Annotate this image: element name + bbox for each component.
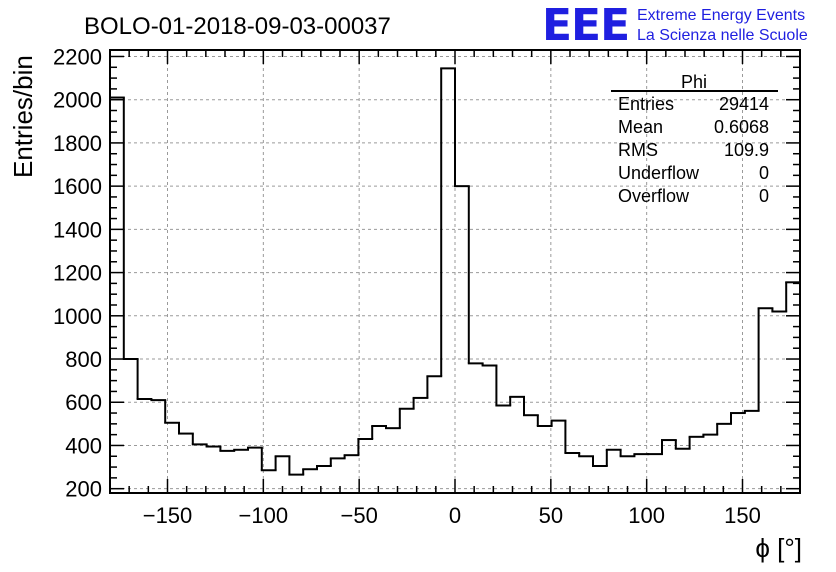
stats-label: Mean — [618, 117, 663, 137]
x-tick-label: −150 — [143, 503, 193, 528]
histogram-bars — [109, 67, 801, 476]
stats-value: 0 — [759, 163, 769, 183]
stats-box: Phi Entries 29414 Mean 0.6068 RMS 109.9 Underf… — [611, 72, 778, 206]
axes — [109, 49, 801, 494]
y-tick-label: 200 — [65, 477, 102, 502]
stats-rows: Entries 29414 Mean 0.6068 RMS 109.9 Underflow 0… — [618, 94, 769, 206]
y-tick-label: 600 — [65, 390, 102, 415]
stats-title: Phi — [681, 72, 707, 92]
y-tick-label: 2000 — [53, 88, 102, 113]
stats-value: 0 — [759, 186, 769, 206]
x-axis-title: ϕ [°] — [755, 533, 802, 563]
y-tick-label: 1800 — [53, 131, 102, 156]
chart-title: BOLO-01-2018-09-03-00037 — [84, 13, 391, 40]
y-tick-label: 1000 — [53, 304, 102, 329]
stats-label: Underflow — [618, 163, 700, 183]
y-tick-label: 2200 — [53, 44, 102, 69]
stats-value: 0.6068 — [714, 117, 769, 137]
x-tick-label: −100 — [239, 503, 289, 528]
stats-label: Overflow — [618, 186, 690, 206]
logo-line-2: La Scienza nelle Scuole — [637, 27, 808, 44]
x-tick-label: 50 — [539, 503, 563, 528]
x-tick-label: 150 — [724, 503, 761, 528]
y-tick-label: 800 — [65, 347, 102, 372]
x-tick-label: 100 — [628, 503, 665, 528]
stats-value: 109.9 — [724, 140, 769, 160]
y-tick-label: 1400 — [53, 217, 102, 242]
tick-labels: −150 −100 −50 0 50 100 150 200 400 600 800 1000 1200… — [53, 44, 761, 528]
stats-value: 29414 — [719, 94, 769, 114]
x-tick-label: 0 — [449, 503, 461, 528]
eee-logo: EEE Extreme Energy Events La Scienza nel… — [542, 0, 808, 51]
y-axis-title: Entries/bin — [8, 55, 38, 178]
y-tick-label: 1600 — [53, 174, 102, 199]
x-tick-label: −50 — [341, 503, 378, 528]
stats-label: RMS — [618, 140, 658, 160]
logo-mark: EEE — [542, 0, 629, 51]
y-tick-label: 400 — [65, 433, 102, 458]
logo-line-1: Extreme Energy Events — [637, 7, 805, 24]
stats-label: Entries — [618, 94, 674, 114]
y-tick-label: 1200 — [53, 261, 102, 286]
